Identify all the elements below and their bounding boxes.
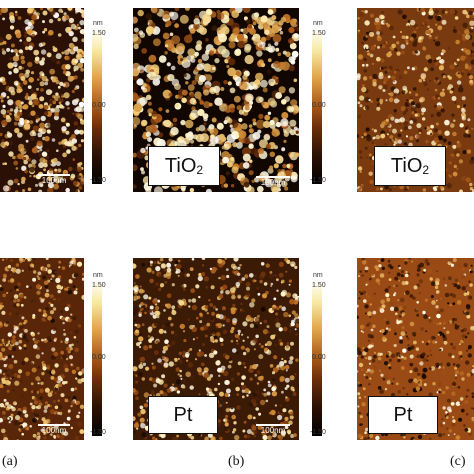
scale-bar-label: 100nm [41,426,67,435]
figure-label-a: (a) [2,454,18,469]
afm-texture-a-bottom [0,258,84,440]
material-label-c-bottom: Pt [368,396,438,434]
colorbar-max: 1.50 [312,30,326,37]
scale-bar-label: 100nm [260,178,286,187]
colorbar-unit: nm [93,272,103,279]
afm-image-a-bottom [0,258,84,440]
colorbar-min: -1.50 [90,177,106,184]
material-main: Pt [393,403,413,426]
scale-bar-b-top: 100nm [256,176,290,187]
colorbar-mid: 0.00 [312,102,326,109]
figure-label-c: (c) [450,454,466,469]
material-label-b-bottom: Pt [148,396,218,434]
colorbar-unit: nm [313,20,323,27]
scale-bar-label: 100nm [260,426,286,435]
figure-label-b: (b) [228,454,245,469]
colorbar-max: 1.50 [92,282,106,289]
colorbar-min: -1.50 [90,429,106,436]
colorbar-mid: 0.00 [312,354,326,361]
colorbar-unit: nm [93,20,103,27]
colorbar-max: 1.50 [92,30,106,37]
material-subscript: 2 [422,163,430,177]
colorbar-unit: nm [313,272,323,279]
afm-texture-a-top [0,8,84,192]
colorbar-max: 1.50 [312,282,326,289]
material-subscript: 2 [196,163,204,177]
colorbar-min: -1.50 [310,429,326,436]
material-label-b-top: TiO 2 [148,146,220,186]
colorbar-min: -1.50 [310,177,326,184]
material-main: TiO [164,154,197,177]
colorbar-a-bottom [92,280,102,436]
colorbar-a-top [92,28,102,184]
material-label-c-top: TiO 2 [374,146,446,186]
afm-texture-b-top [133,8,299,192]
colorbar-mid: 0.00 [92,354,106,361]
scale-bar-label: 100nm [41,176,67,185]
afm-image-a-top [0,8,84,192]
scale-bar-a-top: 100nm [38,174,70,185]
colorbar-b-bottom [312,280,322,436]
colorbar-b-top [312,28,322,184]
colorbar-mid: 0.00 [92,102,106,109]
material-main: TiO [390,154,423,177]
scale-bar-a-bottom: 100nm [38,424,70,435]
scale-bar-b-bottom: 100nm [256,424,290,435]
material-main: Pt [173,403,193,426]
